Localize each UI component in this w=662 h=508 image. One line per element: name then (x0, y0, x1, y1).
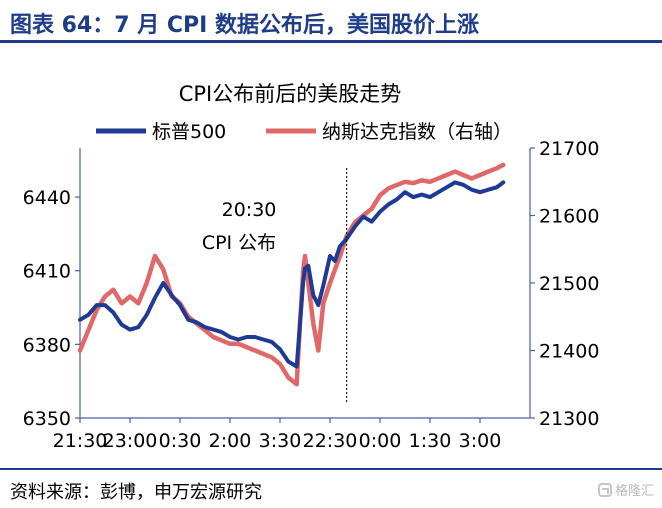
series-layer (77, 162, 506, 387)
legend-label-sp500: 标普500 (152, 121, 226, 143)
x-tick-label: 0:00 (359, 430, 402, 452)
right-tick-label: 21700 (539, 138, 599, 160)
x-tick-label: 3:00 (459, 430, 502, 452)
right-tick-label: 21600 (539, 206, 599, 228)
watermark-text: 格隆汇 (614, 484, 654, 499)
left-tick-label: 6350 (23, 408, 71, 430)
left-tick-label: 6440 (23, 187, 71, 209)
chart: CPI公布前后的美股走势 标普500 纳斯达克指数（右轴） 6350 6380 641… (23, 82, 600, 452)
series-line-sp500 (78, 180, 506, 369)
source-note: 资料来源：彭博，申万宏源研究 (10, 482, 262, 503)
legend-label-nasdaq: 纳斯达克指数（右轴） (322, 121, 512, 143)
annotation-text: CPI 公布 (202, 232, 276, 254)
x-tick-label: 1:30 (409, 430, 452, 452)
x-tick-label: 22:30 (303, 430, 358, 452)
right-tick-label: 21400 (539, 341, 599, 363)
chart-title: CPI公布前后的美股走势 (179, 82, 402, 106)
x-tick-label: 21:30 (53, 430, 108, 452)
chart-axes: 6350 6380 6410 6440 21300 21400 21500 21600 2170… (23, 138, 600, 452)
left-tick-label: 6380 (23, 334, 71, 356)
header-rule (0, 40, 662, 43)
chart-legend: 标普500 纳斯达克指数（右轴） (96, 121, 512, 143)
chart-annotation: 20:30 CPI 公布 (202, 168, 348, 402)
watermark-logo-icon (597, 482, 612, 497)
header-title: 图表 64：7 月 CPI 数据公布后，美国股价上涨 (10, 13, 480, 38)
right-tick-label: 21500 (539, 273, 599, 295)
series-line-nasdaq (77, 162, 506, 387)
footer-rule (0, 468, 662, 470)
x-tick-label: 3:30 (259, 430, 302, 452)
x-tick-label: 2:00 (209, 430, 252, 452)
annotation-time: 20:30 (222, 199, 277, 221)
left-tick-label: 6410 (23, 261, 71, 283)
right-tick-label: 21300 (539, 408, 599, 430)
x-tick-label: 0:30 (159, 430, 202, 452)
x-tick-label: 23:00 (103, 430, 158, 452)
watermark: 格隆汇 (597, 480, 654, 499)
